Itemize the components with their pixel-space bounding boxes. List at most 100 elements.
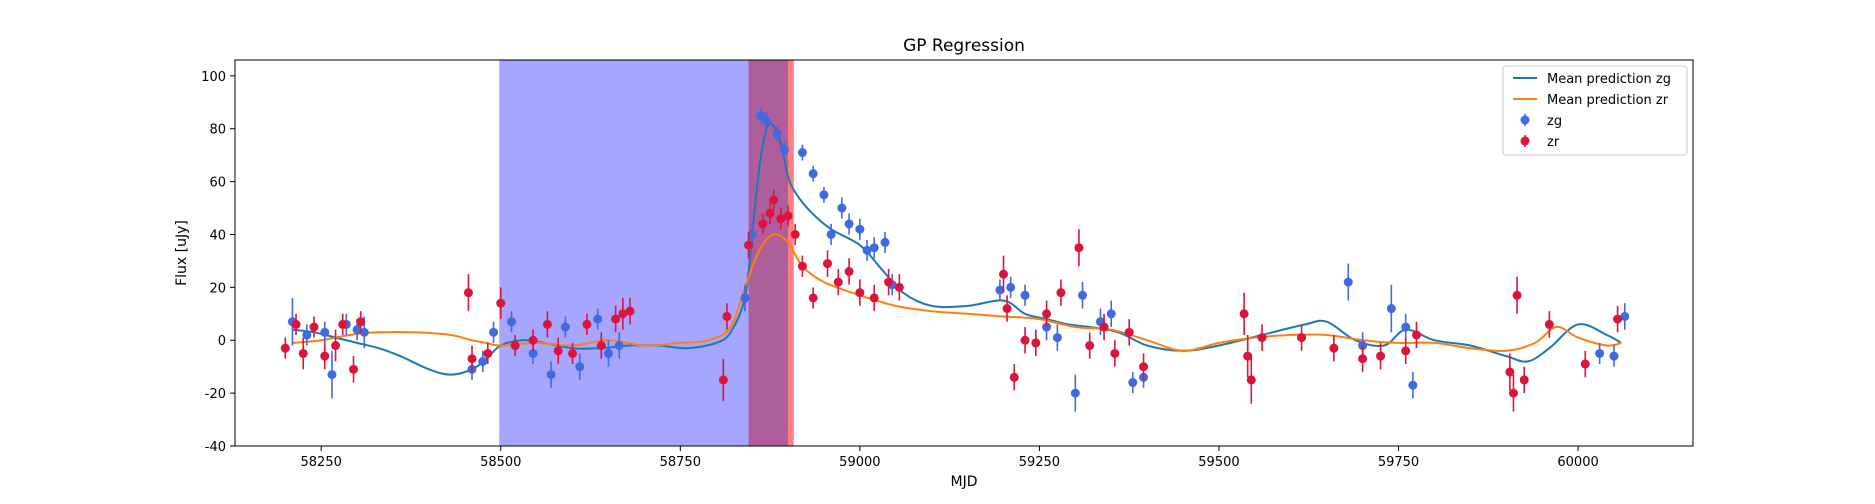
data-point xyxy=(869,243,879,253)
data-point xyxy=(560,322,570,332)
y-tick-label: -40 xyxy=(205,440,226,455)
data-point xyxy=(1544,319,1554,329)
data-point xyxy=(894,282,904,292)
data-point xyxy=(995,285,1005,295)
y-tick-label: 40 xyxy=(209,228,226,243)
data-point xyxy=(327,370,337,380)
data-point xyxy=(1002,304,1012,314)
x-tick-label: 59500 xyxy=(1198,455,1239,470)
data-point xyxy=(1620,311,1630,321)
data-point xyxy=(528,335,538,345)
data-point xyxy=(546,370,556,380)
data-point xyxy=(349,364,359,374)
data-point xyxy=(603,348,613,358)
legend: Mean prediction zg Mean prediction zr zg zr xyxy=(1502,65,1688,156)
data-point xyxy=(1106,309,1116,319)
data-point xyxy=(740,293,750,303)
legend-point-marker xyxy=(1520,136,1530,146)
legend-label: zr xyxy=(1547,135,1560,150)
legend-label: zg xyxy=(1547,114,1562,129)
data-point xyxy=(772,129,782,139)
data-point xyxy=(489,327,499,337)
errorbar-series-zg xyxy=(287,107,1630,412)
legend-point-marker xyxy=(1520,115,1530,125)
data-point xyxy=(1074,243,1084,253)
data-point xyxy=(884,277,894,287)
data-point xyxy=(880,237,890,247)
data-point xyxy=(1078,290,1088,300)
data-point xyxy=(1042,309,1052,319)
data-point xyxy=(1508,388,1518,398)
data-point xyxy=(844,267,854,277)
data-point xyxy=(575,362,585,372)
data-point xyxy=(1386,304,1396,314)
x-tick-label: 59000 xyxy=(839,455,880,470)
y-tick-label: -20 xyxy=(205,387,226,402)
data-point xyxy=(1595,348,1605,358)
data-point xyxy=(769,195,779,205)
data-point xyxy=(1411,330,1421,340)
data-point xyxy=(1257,333,1267,343)
data-point xyxy=(1139,362,1149,372)
data-point xyxy=(758,219,768,229)
data-point xyxy=(593,314,603,324)
data-point xyxy=(1358,354,1368,364)
data-point xyxy=(338,319,348,329)
data-point xyxy=(819,190,829,200)
y-tick-label: 60 xyxy=(209,176,226,191)
data-point xyxy=(352,325,362,335)
data-point xyxy=(797,148,807,158)
data-point xyxy=(756,111,766,121)
data-point xyxy=(1239,309,1249,319)
legend-box xyxy=(1502,65,1688,156)
data-point xyxy=(1512,290,1522,300)
data-point xyxy=(1031,338,1041,348)
data-point xyxy=(356,317,366,327)
x-tick-label: 58750 xyxy=(660,455,701,470)
data-point xyxy=(808,293,818,303)
data-point xyxy=(837,203,847,213)
plot-frame xyxy=(234,59,1694,447)
legend-label: Mean prediction zr xyxy=(1547,93,1669,108)
data-point xyxy=(808,169,818,179)
legend-label: Mean prediction zg xyxy=(1547,72,1671,87)
data-point xyxy=(869,293,879,303)
data-points xyxy=(280,107,1630,412)
data-point xyxy=(582,319,592,329)
data-point xyxy=(1246,375,1256,385)
data-point xyxy=(568,348,578,358)
errorbar-series-zr xyxy=(280,189,1623,412)
data-point xyxy=(320,351,330,361)
data-point xyxy=(844,219,854,229)
x-tick-label: 58500 xyxy=(480,455,521,470)
data-point xyxy=(1056,288,1066,298)
y-tick-label: 0 xyxy=(218,334,226,349)
data-point xyxy=(1613,314,1623,324)
data-point xyxy=(779,145,789,155)
data-point xyxy=(1009,372,1019,382)
data-point xyxy=(1376,351,1386,361)
x-axis-label: MJD xyxy=(951,474,978,490)
data-point xyxy=(1401,346,1411,356)
y-tick-label: 80 xyxy=(209,123,226,138)
data-point xyxy=(1020,335,1030,345)
data-point xyxy=(596,341,606,351)
data-point xyxy=(855,288,865,298)
data-point xyxy=(291,319,301,329)
data-point xyxy=(478,356,488,366)
data-point xyxy=(744,240,754,250)
data-point xyxy=(320,327,330,337)
data-point xyxy=(797,261,807,271)
data-point xyxy=(783,211,793,221)
data-point xyxy=(855,224,865,234)
data-point xyxy=(298,348,308,358)
x-tick-label: 60000 xyxy=(1557,455,1598,470)
data-point xyxy=(625,306,635,316)
data-point xyxy=(1052,333,1062,343)
data-point xyxy=(765,208,775,218)
data-point xyxy=(862,245,872,255)
data-point xyxy=(1609,351,1619,361)
data-point xyxy=(1297,333,1307,343)
data-point xyxy=(618,309,628,319)
